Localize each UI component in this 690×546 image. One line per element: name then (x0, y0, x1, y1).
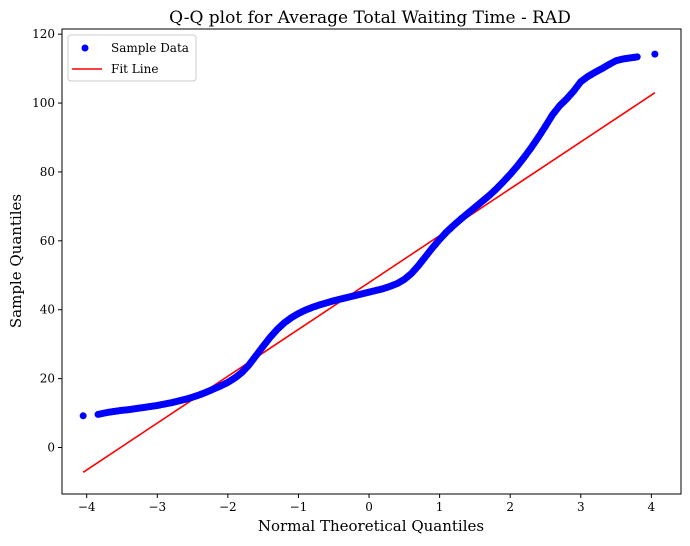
legend-sample-marker (81, 44, 89, 52)
sample-point (79, 412, 87, 420)
sample-point (632, 53, 640, 61)
legend-fit-label: Fit Line (111, 62, 158, 76)
legend-sample-label: Sample Data (111, 41, 189, 55)
legend: Sample Data Fit Line (67, 34, 197, 82)
x-tick-label: −3 (148, 500, 166, 514)
y-tick-label: 60 (40, 234, 55, 248)
x-tick-label: −2 (219, 500, 237, 514)
x-tick-label: 1 (436, 500, 444, 514)
sample-points-layer (79, 50, 659, 420)
chart-title: Q-Q plot for Average Total Waiting Time … (169, 8, 571, 28)
y-axis-label: Sample Quantiles (7, 194, 25, 328)
x-axis-ticks: −4 −3 −2 −1 0 1 2 3 4 (78, 494, 656, 514)
axes-frame (61, 28, 682, 495)
x-tick-label: 2 (506, 500, 514, 514)
y-tick-label: 20 (40, 372, 55, 386)
x-axis-label: Normal Theoretical Quantiles (258, 517, 484, 535)
fit-line-layer (82, 92, 656, 473)
x-tick-label: −1 (290, 500, 308, 514)
plot-area (61, 28, 682, 495)
y-tick-label: 100 (32, 96, 55, 110)
y-tick-label: 40 (40, 303, 55, 317)
x-tick-label: 4 (648, 500, 656, 514)
x-tick-label: −4 (78, 500, 96, 514)
sample-point (651, 50, 659, 58)
y-axis-ticks: 0 20 40 60 80 100 120 (32, 27, 62, 455)
x-tick-label: 3 (577, 500, 585, 514)
y-tick-label: 80 (40, 165, 55, 179)
y-tick-label: 120 (32, 27, 55, 41)
fit-line (82, 92, 656, 473)
y-tick-label: 0 (47, 441, 55, 455)
x-tick-label: 0 (365, 500, 373, 514)
